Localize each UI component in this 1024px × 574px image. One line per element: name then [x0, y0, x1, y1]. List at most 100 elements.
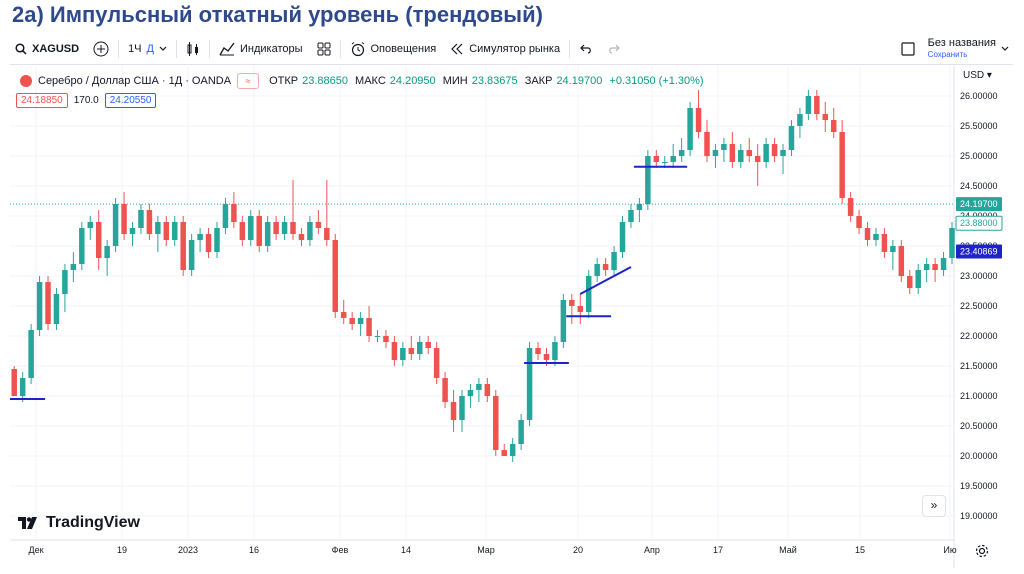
candle-body: [594, 264, 599, 276]
candle-body: [755, 156, 760, 162]
candle-body: [417, 342, 422, 354]
y-tick-label: 19.50000: [960, 481, 998, 491]
candle-body: [366, 318, 371, 336]
currency-label: USD: [963, 70, 984, 81]
candle-body: [434, 348, 439, 378]
price-axis-marker-label: 24.19700: [960, 199, 998, 209]
candle-body: [476, 384, 481, 390]
candle-body: [949, 228, 954, 258]
candle-body: [324, 228, 329, 240]
candle-body: [738, 150, 743, 162]
candle-body: [620, 222, 625, 252]
candle-body: [848, 198, 853, 216]
x-tick-label: 14: [401, 545, 411, 555]
candle-body: [282, 222, 287, 234]
candle-body: [20, 378, 25, 396]
candle-body: [603, 264, 608, 270]
candle-body: [831, 120, 836, 132]
candle-body: [383, 336, 388, 342]
candle-body: [400, 348, 405, 360]
y-tick-label: 22.50000: [960, 301, 998, 311]
candle-body: [789, 126, 794, 150]
gear-icon: [975, 544, 989, 558]
candle-body: [349, 318, 354, 324]
candle-body: [730, 144, 735, 162]
candle-body: [273, 222, 278, 234]
candle-body: [527, 348, 532, 420]
candle-body: [907, 276, 912, 288]
candle-body: [54, 294, 59, 324]
visibility-toggle-icon[interactable]: ≈: [237, 73, 259, 89]
candle-body: [79, 228, 84, 264]
high-label: МАКС: [355, 75, 386, 87]
candle-body: [746, 150, 751, 156]
candle-body: [248, 216, 253, 240]
candle-body: [772, 144, 777, 156]
candle-body: [121, 204, 126, 234]
candle-body: [510, 444, 515, 456]
candle-body: [468, 390, 473, 396]
candle-body: [535, 348, 540, 354]
candle-body: [518, 420, 523, 444]
candle-body: [645, 156, 650, 204]
candle-body: [865, 228, 870, 240]
candle-body: [873, 234, 878, 240]
price-axis-marker-label: 23.40869: [960, 246, 998, 256]
x-tick-label: 20: [573, 545, 583, 555]
candle-body: [611, 252, 616, 270]
candle-body: [392, 342, 397, 360]
y-tick-label: 22.00000: [960, 331, 998, 341]
y-tick-label: 21.50000: [960, 361, 998, 371]
candle-body: [45, 282, 50, 324]
candle-body: [806, 96, 811, 114]
candle-body: [493, 396, 498, 450]
candle-body: [333, 240, 338, 312]
candle-body: [561, 300, 566, 342]
candle-body: [172, 222, 177, 240]
candle-body: [501, 450, 506, 456]
x-tick-label: 16: [249, 545, 259, 555]
candle-body: [721, 144, 726, 150]
candle-body: [96, 222, 101, 258]
candle-body: [138, 210, 143, 228]
x-tick-label: Ию: [943, 545, 956, 555]
candle-body: [197, 234, 202, 240]
buy-price-button[interactable]: 24.20550: [105, 93, 157, 108]
candle-body: [586, 276, 591, 312]
candle-body: [256, 216, 261, 246]
candle-body: [569, 300, 574, 306]
scroll-to-realtime-button[interactable]: »: [922, 495, 946, 517]
currency-selector[interactable]: USD ▾: [963, 70, 992, 81]
y-tick-label: 24.50000: [960, 181, 998, 191]
candle-body: [341, 312, 346, 318]
candle-body: [459, 396, 464, 420]
low-label: МИН: [443, 75, 468, 87]
candle-body: [696, 108, 701, 132]
candle-body: [28, 330, 33, 378]
chart-legend: Серебро / Доллар США · 1Д · OANDA ≈ ОТКР…: [20, 73, 708, 89]
candle-body: [679, 150, 684, 156]
symbol-dot-icon: [20, 75, 32, 87]
candle-body: [37, 282, 42, 330]
candle-body: [130, 228, 135, 234]
candle-body: [290, 222, 295, 234]
candle-body: [856, 216, 861, 228]
candle-body: [316, 222, 321, 228]
chart-settings-button[interactable]: [975, 544, 989, 563]
candle-body: [662, 162, 667, 163]
y-tick-label: 20.00000: [960, 451, 998, 461]
high-value: 24.20950: [390, 75, 436, 87]
x-tick-label: Апр: [644, 545, 660, 555]
candle-body: [941, 258, 946, 270]
candle-body: [180, 222, 185, 270]
open-value: 23.88650: [302, 75, 348, 87]
tradingview-logo[interactable]: TradingView: [18, 514, 140, 532]
candle-body: [240, 222, 245, 240]
tradingview-logo-icon: [18, 516, 40, 530]
candle-body: [451, 402, 456, 420]
candle-body: [544, 354, 549, 360]
candle-body: [797, 114, 802, 126]
sell-price-button[interactable]: 24.18850: [16, 93, 68, 108]
spread-value: 170.0: [74, 95, 99, 106]
x-tick-label: 2023: [178, 545, 198, 555]
